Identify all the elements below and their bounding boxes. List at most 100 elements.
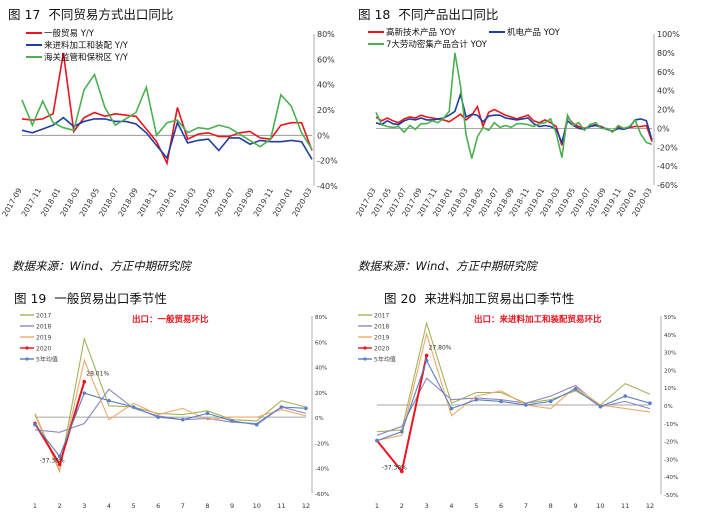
fig19-series-1-line — [34, 388, 307, 433]
fig20-series-4-point — [524, 403, 528, 407]
fig20-xtick-label: 3 — [425, 502, 429, 510]
fig20-xtick-label: 4 — [449, 502, 453, 510]
fig20-xtick-label: 8 — [549, 502, 553, 510]
fig19-legend-label-0: 2017 — [36, 313, 51, 320]
fig19-ytick-label: 80% — [315, 315, 327, 321]
fig19-legend-label-2: 2019 — [36, 335, 51, 342]
fig20-title: 图 20 来进料加工贸易出口季节性 — [384, 291, 575, 306]
fig17-source: 数据来源：Wind、方正中期研究院 — [12, 259, 191, 273]
fig17-ytick-label: 60% — [317, 55, 335, 64]
fig20-ytick-label: -10% — [664, 422, 678, 428]
fig20-ytick-label: 30% — [664, 351, 676, 357]
fig18-ytick-label: -40% — [657, 162, 678, 171]
fig19-series-4-point — [156, 415, 160, 419]
fig20-legend-marker-3 — [363, 346, 367, 350]
fig20-xtick-label: 9 — [573, 502, 577, 510]
fig20-series-4-point — [499, 399, 503, 404]
fig20-legend-label-0: 2017 — [374, 313, 389, 320]
fig19-title: 图 19 一般贸易出口季节性 — [14, 291, 167, 306]
fig17-ytick-label: 40% — [317, 81, 335, 90]
fig19-series-4-point — [33, 422, 37, 427]
fig17-title: 图 17 不同贸易方式出口同比 — [8, 7, 174, 22]
fig20-series-4-point — [375, 438, 379, 443]
fig20-legend-label-2: 2019 — [374, 335, 389, 342]
fig19-subtitle: 出口：一般贸易环比 — [132, 314, 209, 325]
fig17-series-0-line — [21, 52, 313, 166]
fig20-series-2-line — [376, 331, 651, 442]
fig19-xtick-label: 1 — [33, 502, 37, 510]
fig20-subtitle: 出口：来进料加工和装配贸易环比 — [474, 314, 602, 325]
fig20-series-3-line — [376, 355, 428, 474]
fig19-legend-label-4: 5年均值 — [36, 356, 58, 364]
fig19-series-0-line — [34, 336, 307, 474]
fig19-series-4-point — [304, 406, 308, 411]
fig18-title: 图 18 不同产品出口同比 — [358, 7, 499, 22]
fig17-legend-label-0: 一般贸易 Y/Y — [44, 28, 95, 39]
fig19-xtick-label: 2 — [58, 502, 62, 510]
fig17-series-1-line — [21, 116, 313, 160]
fig20-data-label-trough: -37.30% — [382, 464, 407, 471]
fig20-ytick-label: -30% — [664, 457, 678, 463]
fig19-ytick-label: 0% — [315, 416, 324, 422]
fig18-source: 数据来源：Wind、方正中期研究院 — [358, 259, 537, 273]
fig18-legend-label-1: 机电产品 YOY — [507, 27, 561, 38]
fig20-ytick-label: 40% — [664, 333, 676, 339]
fig20-xtick-label: 2 — [400, 502, 404, 510]
fig20-series-4-point — [424, 358, 429, 363]
fig17-ytick-label: -40% — [317, 182, 338, 191]
fig18-ytick-label: 20% — [657, 106, 675, 115]
fig17-ytick-label: 80% — [317, 30, 335, 39]
fig19-series-4-line — [34, 392, 307, 458]
fig19-xtick-label: 12 — [302, 502, 310, 510]
fig20-ytick-label: 0% — [664, 404, 673, 410]
fig17-legend-label-2: 海关监管和保税区 Y/Y — [44, 52, 129, 63]
fig20-ytick-label: 50% — [664, 315, 676, 321]
fig20-xtick-label: 1 — [375, 502, 379, 510]
fig20-series-4-point — [573, 387, 578, 391]
fig19-series-4-point — [254, 422, 259, 427]
fig20-ytick-label: -20% — [664, 440, 678, 446]
fig20-series-4-point — [548, 399, 553, 404]
fig19-series-4-point — [230, 419, 234, 423]
fig20-ytick-label: -40% — [664, 475, 678, 481]
fig17-legend-label-1: 来进料加工和装配 Y/Y — [44, 40, 129, 51]
fig20-xtick-label: 10 — [596, 502, 604, 510]
fig19-xtick-label: 5 — [131, 502, 135, 510]
fig19-ytick-label: 40% — [315, 366, 327, 372]
fig20-ytick-label: 20% — [664, 368, 676, 374]
fig20-xtick-label: 5 — [474, 502, 478, 510]
fig19-legend-marker-3 — [25, 346, 29, 350]
fig19-ytick-label: -40% — [315, 467, 329, 473]
fig18-legend-label-0: 高新技术产品 YOY — [386, 27, 457, 38]
fig19-ytick-label: -60% — [315, 492, 329, 498]
fig19-ytick-label: 60% — [315, 340, 327, 346]
fig18-ytick-label: 0% — [657, 124, 670, 133]
fig20-legend-label-1: 2018 — [374, 324, 389, 331]
fig19-series-4-point — [279, 405, 284, 409]
fig17-ytick-label: 0% — [317, 131, 330, 140]
fig20-series-4-line — [376, 359, 651, 442]
fig20-xtick-label: 6 — [499, 502, 503, 510]
fig19-series-2-line — [34, 358, 307, 472]
fig20-series-4-point — [400, 429, 404, 434]
fig20-series-4-point — [598, 404, 603, 409]
fig20-data-label-peak: 27.80% — [429, 345, 452, 352]
fig17-ytick-label: -20% — [317, 157, 338, 166]
fig19-legend-marker-4 — [25, 357, 29, 361]
fig19-xtick-label: 11 — [277, 502, 285, 510]
fig19-series-4-point — [181, 417, 185, 422]
fig20-series-4-point — [648, 401, 652, 406]
fig20-series-4-point — [623, 394, 627, 398]
fig20-ytick-label: 10% — [664, 386, 676, 392]
fig20-series-0-line — [376, 320, 651, 433]
fig19-xtick-label: 9 — [230, 502, 234, 510]
fig20-series-4-point — [474, 397, 479, 402]
fig19-ytick-label: 20% — [315, 391, 327, 397]
fig19-legend-label-3: 2020 — [36, 346, 51, 353]
fig19-ytick-label: -20% — [315, 441, 329, 447]
fig19-xtick-label: 4 — [107, 502, 111, 510]
fig18-ytick-label: -20% — [657, 143, 678, 152]
fig17-series-2-line — [21, 72, 313, 150]
fig18-ytick-label: -60% — [657, 181, 678, 190]
